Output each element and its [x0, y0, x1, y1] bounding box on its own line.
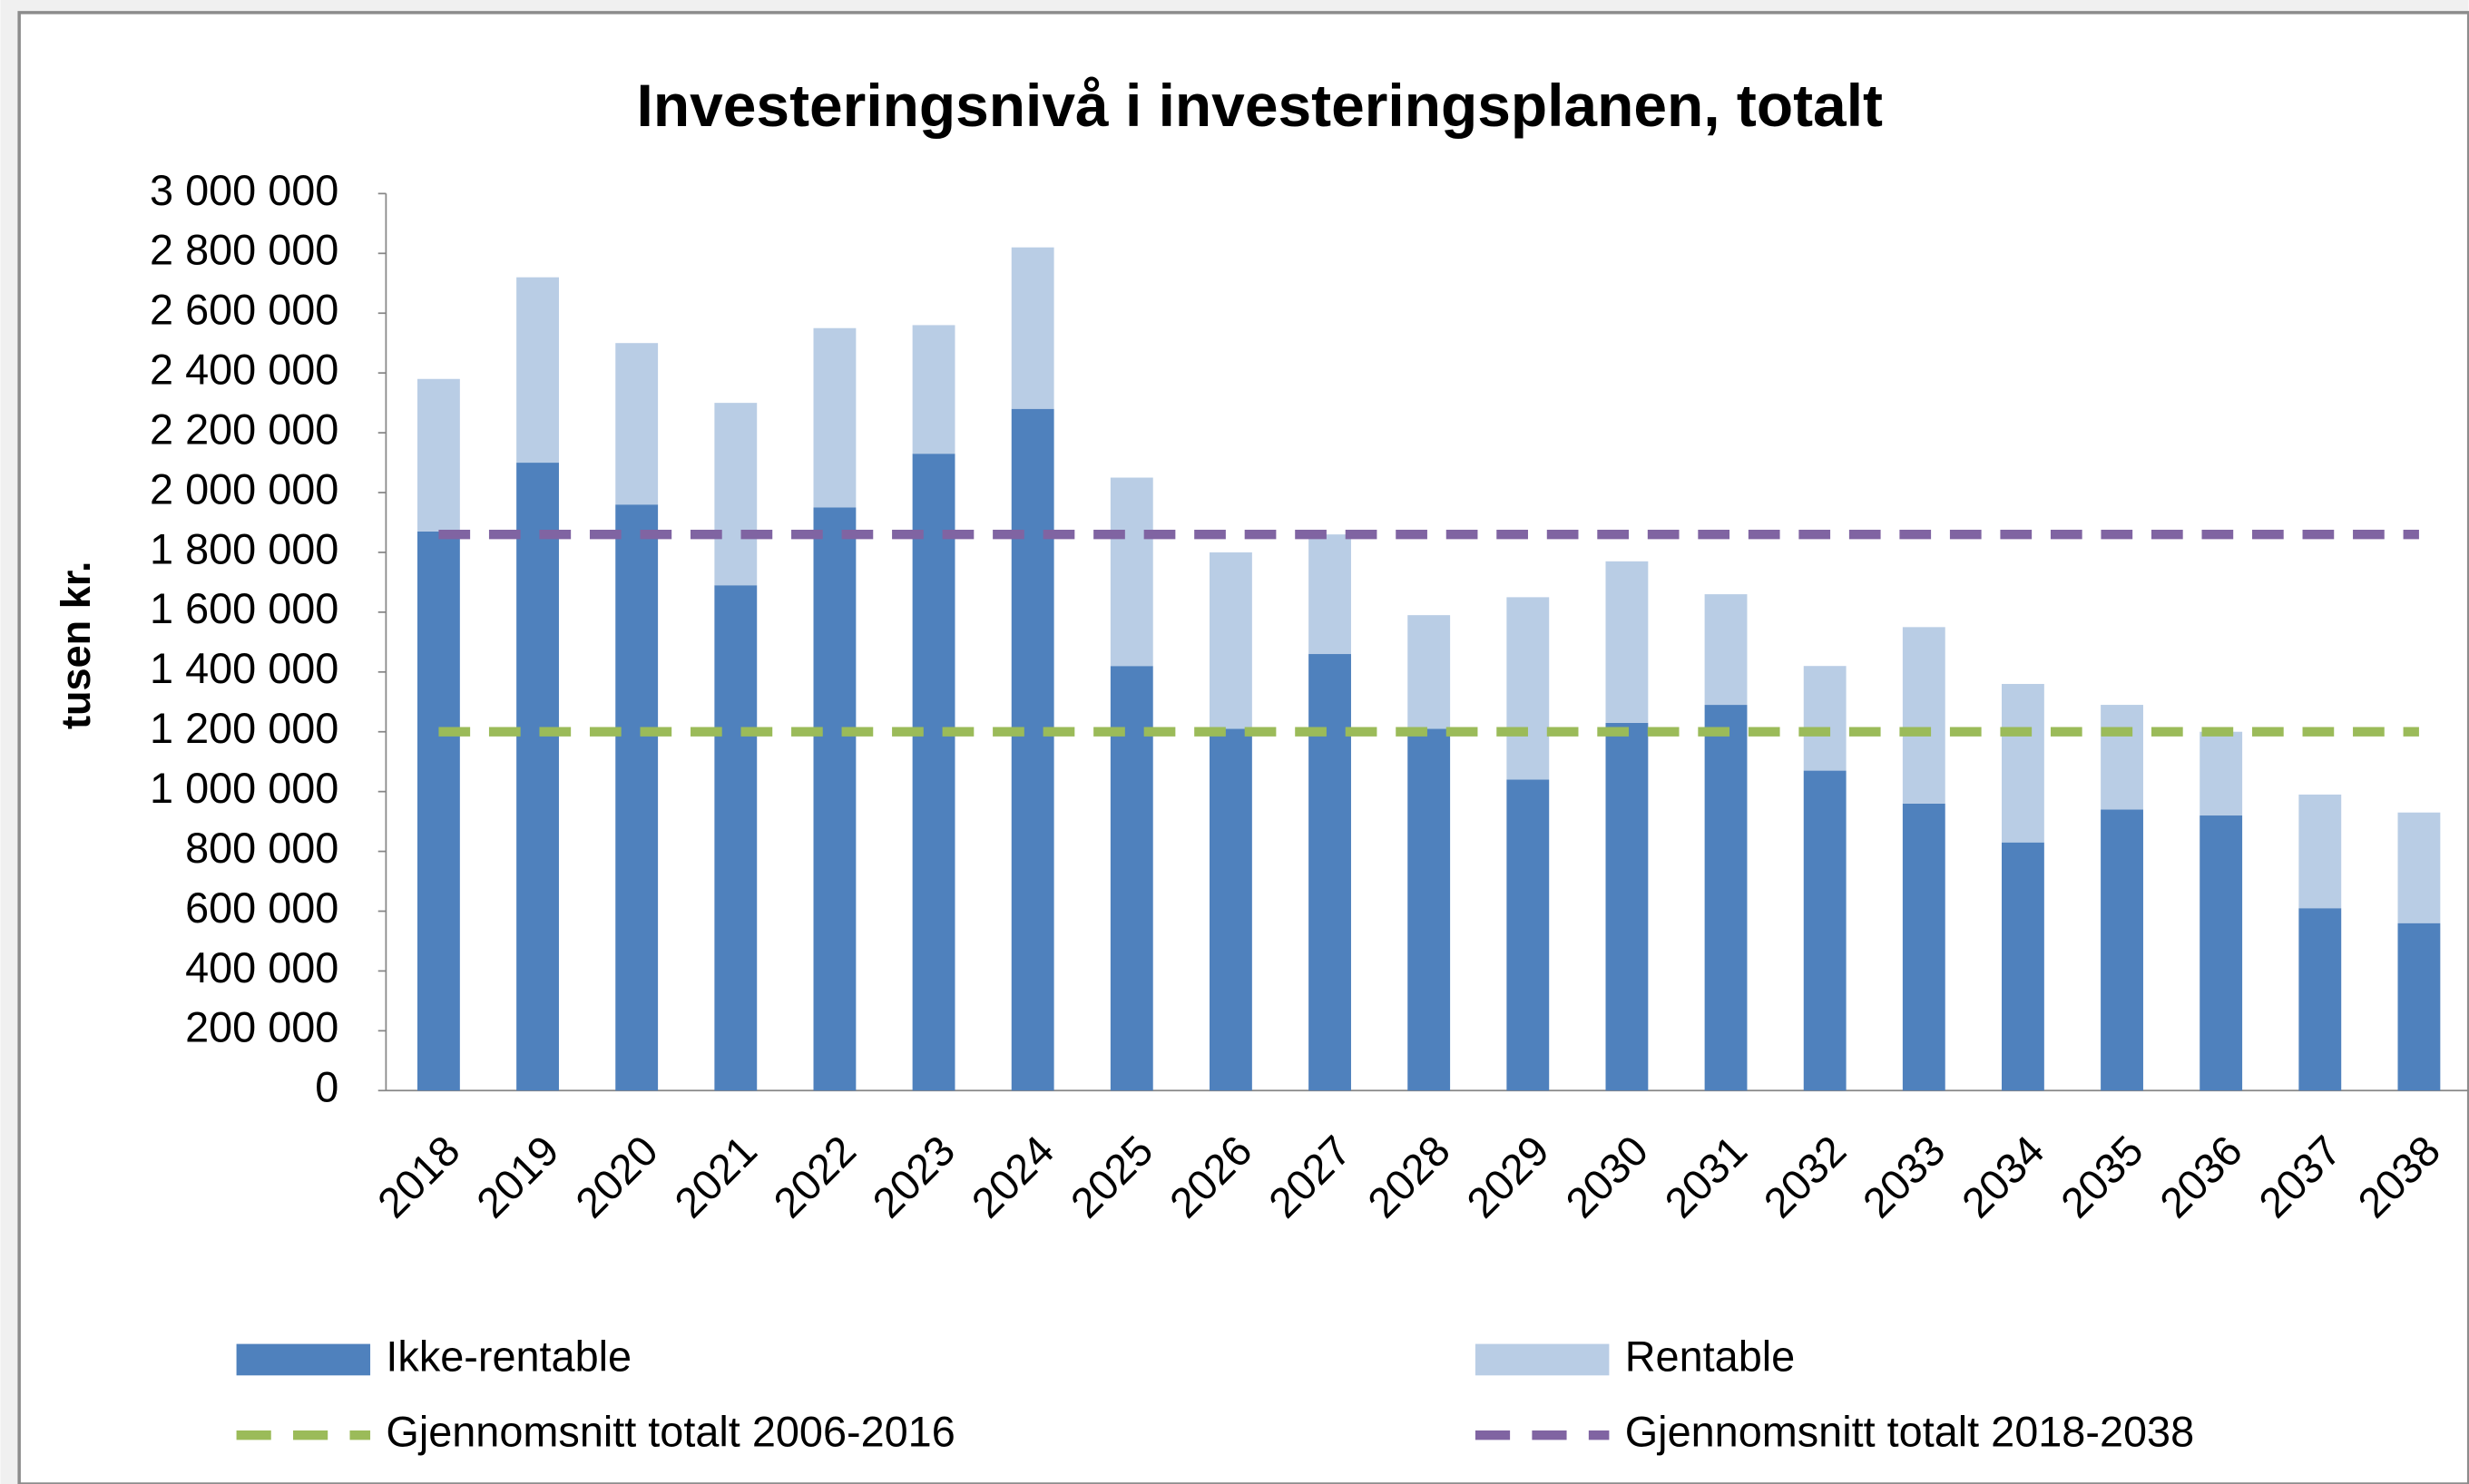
- chart-title: Investeringsnivå i investeringsplanen, t…: [637, 72, 1883, 139]
- y-tick-label: 1 200 000: [150, 705, 338, 752]
- y-tick-label: 2 600 000: [150, 287, 338, 334]
- y-tick-label: 2 200 000: [150, 405, 338, 453]
- bar: [2101, 809, 2143, 1091]
- bar: [1110, 666, 1153, 1091]
- bar: [2200, 815, 2243, 1091]
- bar: [2001, 842, 2044, 1091]
- bar: [1803, 770, 1847, 1091]
- bar: [1704, 705, 1748, 1091]
- bar: [813, 507, 857, 1091]
- y-tick-label: 1 000 000: [150, 765, 338, 812]
- y-tick-label: 2 400 000: [150, 347, 338, 394]
- legend-label: Rentable: [1625, 1333, 1795, 1380]
- bar: [417, 531, 460, 1091]
- y-tick-label: 3 000 000: [150, 167, 338, 214]
- bar: [2200, 731, 2243, 816]
- bar: [912, 454, 955, 1091]
- bar: [1902, 803, 1945, 1091]
- bar: [1803, 666, 1847, 771]
- bar: [1506, 779, 1550, 1091]
- bar: [1704, 594, 1748, 706]
- legend-swatch: [1475, 1343, 1610, 1376]
- bar: [1605, 722, 1649, 1091]
- y-tick-label: 400 000: [185, 944, 338, 991]
- y-tick-label: 1 600 000: [150, 585, 338, 632]
- bar: [417, 378, 460, 532]
- bar: [1011, 247, 1054, 409]
- legend-label: Ikke-rentable: [386, 1333, 632, 1380]
- bar: [2298, 908, 2342, 1091]
- bar: [615, 343, 659, 505]
- bar: [1902, 627, 1945, 804]
- y-tick-label: 1 800 000: [150, 525, 338, 572]
- bar: [1110, 477, 1153, 667]
- bar: [2397, 923, 2441, 1091]
- y-tick-label: 200 000: [185, 1004, 338, 1051]
- y-tick-label: 600 000: [185, 884, 338, 932]
- y-tick-label: 2 800 000: [150, 227, 338, 274]
- y-tick-label: 0: [315, 1064, 338, 1111]
- bar: [516, 463, 559, 1091]
- bar: [1506, 597, 1550, 780]
- bar: [516, 277, 559, 464]
- legend-label: Gjennomsnitt totalt 2018-2038: [1625, 1409, 2194, 1456]
- bar: [813, 327, 857, 508]
- bar: [2001, 683, 2044, 843]
- legend-label: Gjennomsnitt totalt 2006-2016: [386, 1409, 955, 1456]
- y-tick-label: 800 000: [185, 825, 338, 872]
- bar: [2101, 705, 2143, 810]
- bar: [1011, 408, 1054, 1091]
- legend-swatch: [236, 1343, 371, 1376]
- bar: [1210, 728, 1252, 1091]
- bar: [1308, 534, 1351, 655]
- y-tick-label: 2 000 000: [150, 465, 338, 513]
- bar: [1210, 552, 1252, 729]
- bar: [714, 403, 758, 586]
- bar: [2397, 812, 2441, 923]
- bar: [1407, 615, 1451, 729]
- y-tick-label: 1 400 000: [150, 645, 338, 692]
- y-axis-label: tusen kr.: [53, 561, 99, 729]
- bar: [714, 585, 758, 1091]
- bar: [1308, 654, 1351, 1091]
- bar: [1605, 561, 1649, 723]
- bar: [1407, 728, 1451, 1091]
- bar: [912, 325, 955, 454]
- bar: [615, 504, 659, 1091]
- bar: [2298, 794, 2342, 909]
